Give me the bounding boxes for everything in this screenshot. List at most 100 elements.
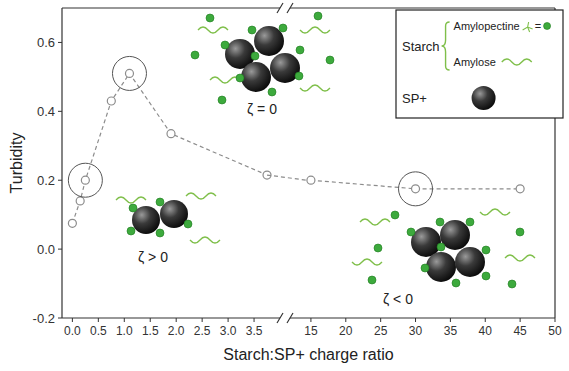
key-group: Starch	[402, 39, 440, 54]
axis-break	[277, 313, 283, 323]
data-point	[68, 219, 76, 227]
particle	[270, 53, 300, 83]
amylose-strand	[186, 193, 216, 199]
particle	[254, 26, 284, 56]
amylopectine-dot	[436, 218, 444, 226]
highlight-circle	[399, 172, 433, 206]
y-tick-label: 0.4	[37, 104, 55, 119]
amylopectine-dot	[407, 228, 415, 236]
amylopectine-dot	[516, 228, 524, 236]
key-wave	[502, 59, 532, 65]
y-tick-label: 0.0	[37, 242, 55, 257]
amylopectine-dot	[374, 244, 382, 252]
x-tick	[555, 318, 556, 322]
key-branch-icon	[523, 22, 533, 32]
y-tick-label: 0.2	[37, 173, 55, 188]
y-tick	[58, 249, 62, 250]
x-tick-label: 15	[304, 324, 318, 338]
x-tick	[202, 318, 203, 322]
x-tick-label: 50	[548, 324, 562, 338]
amylopectine-dot	[279, 24, 287, 32]
y-tick-label: -0.2	[33, 311, 55, 326]
break-connector	[267, 175, 307, 180]
data-point	[516, 185, 524, 193]
x-tick-label: 25	[374, 324, 388, 338]
amylopectine-dot	[248, 26, 256, 34]
particle	[241, 62, 271, 92]
y-tick-label: 0.6	[37, 35, 55, 50]
amylopectine-dot	[391, 211, 399, 219]
amylopectine-dot	[466, 218, 474, 226]
data-point	[412, 185, 420, 193]
axes: 0.00.51.01.52.02.53.03.5-0.20.00.20.40.6	[33, 8, 280, 338]
amylopectine-dot	[129, 204, 137, 212]
key-box	[396, 10, 563, 118]
amylopectine-dot	[326, 56, 334, 64]
amylopectine-dot	[452, 279, 460, 287]
particle	[411, 227, 441, 257]
annotation: ζ < 0	[383, 291, 413, 307]
x-tick-label: 2.5	[194, 324, 211, 338]
amylose-strand	[300, 27, 330, 33]
y-tick	[58, 180, 62, 181]
amylopectine-dot	[421, 264, 429, 272]
x-tick-label: 3.5	[246, 324, 263, 338]
x-tick	[72, 318, 73, 322]
x-tick-label: 20	[339, 324, 353, 338]
frame-top	[62, 7, 280, 8]
amylopectine-dot	[218, 96, 226, 104]
x-axis-line	[62, 317, 280, 318]
annotation: ζ > 0	[138, 249, 168, 265]
annotation: ζ = 0	[247, 101, 277, 117]
axis-break	[287, 313, 293, 323]
key: StarchAmylopectineAmylose=SP+	[396, 10, 563, 118]
key-item: Amylose	[454, 56, 496, 68]
data-point	[76, 197, 84, 205]
amylopectine-dot	[368, 276, 376, 284]
x-tick-label: 2.0	[168, 324, 185, 338]
amylopectine-dot	[268, 88, 276, 96]
amylose-strand	[198, 27, 228, 33]
amylopectine-dot	[156, 198, 164, 206]
frame-top	[290, 7, 555, 8]
y-tick	[58, 111, 62, 112]
amylopectine-dot	[156, 229, 164, 237]
highlight-circle	[112, 56, 146, 90]
y-axis-title: Turbidity	[8, 133, 25, 194]
amylose-strand	[190, 237, 220, 243]
x-tick	[124, 318, 125, 322]
x-tick	[415, 318, 416, 322]
key-item: Amylopectine	[454, 20, 520, 32]
data-point	[125, 69, 133, 77]
x-tick-label: 30	[409, 324, 423, 338]
x-axis-line	[290, 317, 555, 318]
x-tick	[485, 318, 486, 322]
amylose-strand	[360, 219, 390, 225]
key-brace	[442, 22, 450, 70]
axis-break	[277, 3, 283, 13]
amylopectine-dot	[314, 12, 322, 20]
x-tick	[380, 318, 381, 322]
amylose-strand	[300, 85, 330, 91]
x-tick-label: 3.0	[220, 324, 237, 338]
amylopectine-dot	[508, 280, 516, 288]
amylopectine-dot	[437, 243, 445, 251]
x-tick	[345, 318, 346, 322]
axis-break	[287, 3, 293, 13]
amylopectine-dot	[184, 220, 192, 228]
y-tick	[58, 318, 62, 319]
y-axis-line	[61, 8, 62, 318]
y-tick	[58, 42, 62, 43]
plot-area	[307, 176, 524, 193]
amylose-strand	[210, 77, 240, 83]
highlight-circle	[68, 163, 102, 197]
x-tick-label: 40	[479, 324, 493, 338]
x-tick	[98, 318, 99, 322]
data-point	[167, 130, 175, 138]
x-tick-label: 0.5	[90, 324, 107, 338]
amylopectine-dot	[221, 41, 229, 49]
key-particle-label: SP+	[402, 91, 427, 106]
x-tick-label: 45	[513, 324, 527, 338]
key-particle	[472, 86, 496, 110]
amylopectine-dot	[296, 46, 304, 54]
